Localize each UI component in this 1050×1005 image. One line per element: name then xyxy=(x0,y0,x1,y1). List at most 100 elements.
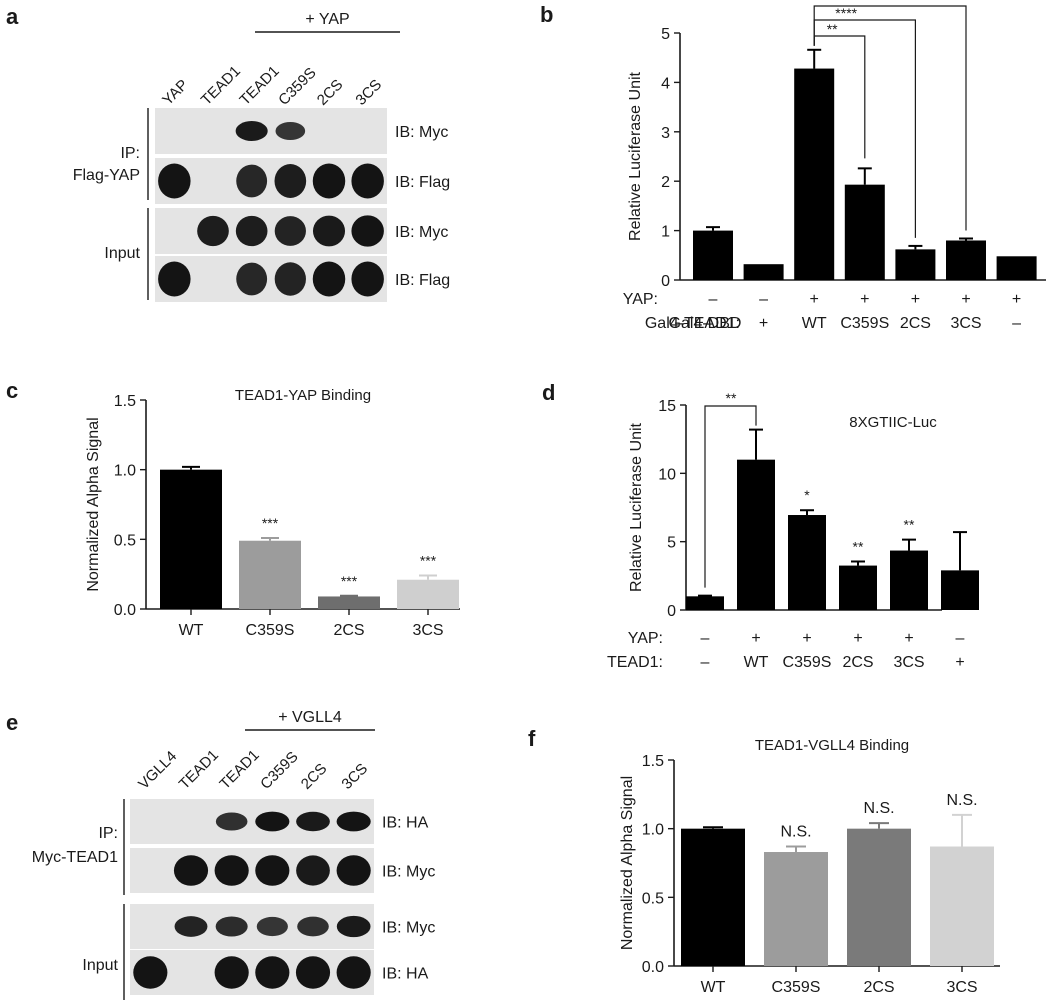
panel-letter-b: b xyxy=(540,2,554,27)
panel-a-blot-strip xyxy=(155,158,387,204)
panel-b-row-value: – xyxy=(1012,315,1021,332)
panel-b-bar xyxy=(895,249,936,280)
panel-e-group-label: Myc-TEAD1 xyxy=(32,849,118,866)
panel-d-y-tick-label: 0 xyxy=(667,603,676,620)
panel-c-y-label: Normalized Alpha Signal xyxy=(85,417,102,591)
panel-b-row-label: Gal4-TEAD1: xyxy=(645,315,740,332)
panel-a-group-label: Flag-YAP xyxy=(73,167,140,184)
panel-e-band xyxy=(255,956,290,989)
panel-d-bar xyxy=(686,596,724,610)
panel-b-row-value: 3CS xyxy=(950,315,981,332)
panel-f-bar xyxy=(681,828,745,966)
panel-d-row-label: TEAD1: xyxy=(607,654,663,671)
panel-a-group-label: Input xyxy=(104,245,140,262)
panel-a-group-label: IP: xyxy=(120,145,140,162)
panel-b-row-value: + xyxy=(911,291,920,308)
panel-b-y-label: Relative Luciferase Unit xyxy=(627,71,644,241)
panel-b-bar xyxy=(693,230,733,280)
panel-f-data-label: N.S. xyxy=(780,824,811,841)
panel-d-bar xyxy=(890,550,928,610)
panel-a-lane-label: C359S xyxy=(275,64,319,108)
panel-a-band xyxy=(158,163,191,199)
panel-a-band xyxy=(312,215,346,247)
panel-a-band xyxy=(351,215,384,247)
panel-a-lane-label: YAP xyxy=(159,76,191,108)
panel-f-y-label: Normalized Alpha Signal xyxy=(619,776,636,950)
panel-e-band xyxy=(255,855,290,886)
panel-e-band xyxy=(336,956,371,989)
panel-e-band xyxy=(133,956,168,989)
panel-c-bar xyxy=(397,579,459,609)
panel-d-row-value: 3CS xyxy=(893,654,924,671)
panel-c-x-tick-label: 2CS xyxy=(333,622,364,639)
panel-e-blot-label: IB: HA xyxy=(382,815,429,832)
panel-f-y-tick-label: 0.5 xyxy=(642,890,664,907)
panel-e-blot-label: IB: HA xyxy=(382,966,429,983)
panel-e-blot-label: IB: Myc xyxy=(382,864,435,881)
panel-d-row-label: YAP: xyxy=(628,630,663,647)
panel-b-row-value: – xyxy=(759,291,768,308)
panel-c-x-tick-label: 3CS xyxy=(412,622,443,639)
panel-e-band xyxy=(336,811,371,832)
panel-a-band xyxy=(197,215,229,247)
panel-b-row-value: + xyxy=(1012,291,1021,308)
panel-e-band xyxy=(296,811,330,832)
panel-a-lane-label: 2CS xyxy=(314,76,347,109)
panel-e-band xyxy=(214,855,249,886)
panel-c-title: TEAD1-YAP Binding xyxy=(235,387,371,404)
panel-c-data-label: *** xyxy=(262,515,279,531)
panel-a-band xyxy=(235,121,268,141)
panel-d-row-value: + xyxy=(955,654,964,671)
panel-letter-a: a xyxy=(6,4,19,29)
panel-b-y-tick-label: 2 xyxy=(661,174,670,191)
panel-letter-c: c xyxy=(6,378,19,403)
panel-e-blot-strip xyxy=(130,950,374,995)
panel-d-y-tick-label: 5 xyxy=(667,535,676,552)
panel-b-y-tick-label: 5 xyxy=(661,26,670,43)
panel-e-blot-label: IB: Myc xyxy=(382,920,435,937)
panel-d-bar xyxy=(788,515,826,610)
panel-e-band xyxy=(295,956,331,989)
panel-a-bracket-label: + YAP xyxy=(305,11,349,28)
panel-e-band xyxy=(215,812,248,831)
panel-c-y-tick-label: 0.0 xyxy=(114,602,136,619)
panel-a-band xyxy=(351,163,384,199)
panel-d-sig-label: ** xyxy=(726,390,737,406)
panel-c-bar xyxy=(160,469,222,609)
panel-d-row-value: + xyxy=(802,630,811,647)
panel-c-y-tick-label: 0.5 xyxy=(114,532,136,549)
panel-e-band xyxy=(174,916,208,937)
panel-e-band xyxy=(336,915,371,938)
panel-b-sig-bracket xyxy=(813,5,967,231)
panel-e-band xyxy=(297,916,329,937)
panel-d-row-value: 2CS xyxy=(842,654,873,671)
panel-b-row-value: WT xyxy=(802,315,827,332)
panel-a-band xyxy=(274,216,306,246)
panel-d-row-value: C359S xyxy=(783,654,832,671)
panel-f-bar xyxy=(847,828,911,966)
panel-b-y-tick-label: 3 xyxy=(661,125,670,142)
panel-f-data-label: N.S. xyxy=(946,792,977,809)
panel-a-blot-label: IB: Flag xyxy=(395,174,450,191)
panel-a-blot-strip xyxy=(155,208,387,254)
panel-e-lane-label: 3CS xyxy=(338,760,371,793)
panel-b-row-value: – xyxy=(709,291,718,308)
panel-d-y-tick-label: 10 xyxy=(658,466,676,483)
panel-d-title: 8XGTIIC-Luc xyxy=(849,414,937,431)
panel-letter-e: e xyxy=(6,710,19,735)
panel-b-bar xyxy=(996,256,1037,280)
panel-f-y-tick-label: 1.0 xyxy=(642,822,664,839)
panel-f-title: TEAD1-VGLL4 Binding xyxy=(755,737,909,754)
panel-e-band xyxy=(255,811,290,832)
panel-d-y-label: Relative Luciferase Unit xyxy=(628,422,645,592)
panel-a-lane-label: TEAD1 xyxy=(236,63,282,109)
panel-b-y-tick-label: 0 xyxy=(661,273,670,290)
panel-b-sig-label: **** xyxy=(835,5,857,21)
panel-letter-f: f xyxy=(528,726,536,751)
panel-a-band xyxy=(351,261,384,297)
panel-f-x-tick-label: C359S xyxy=(772,979,821,996)
panel-d-row-value: + xyxy=(853,630,862,647)
panel-e-blot-strip xyxy=(130,848,374,893)
panel-e-band xyxy=(256,916,288,937)
panel-f-y-tick-label: 0.0 xyxy=(642,959,664,976)
